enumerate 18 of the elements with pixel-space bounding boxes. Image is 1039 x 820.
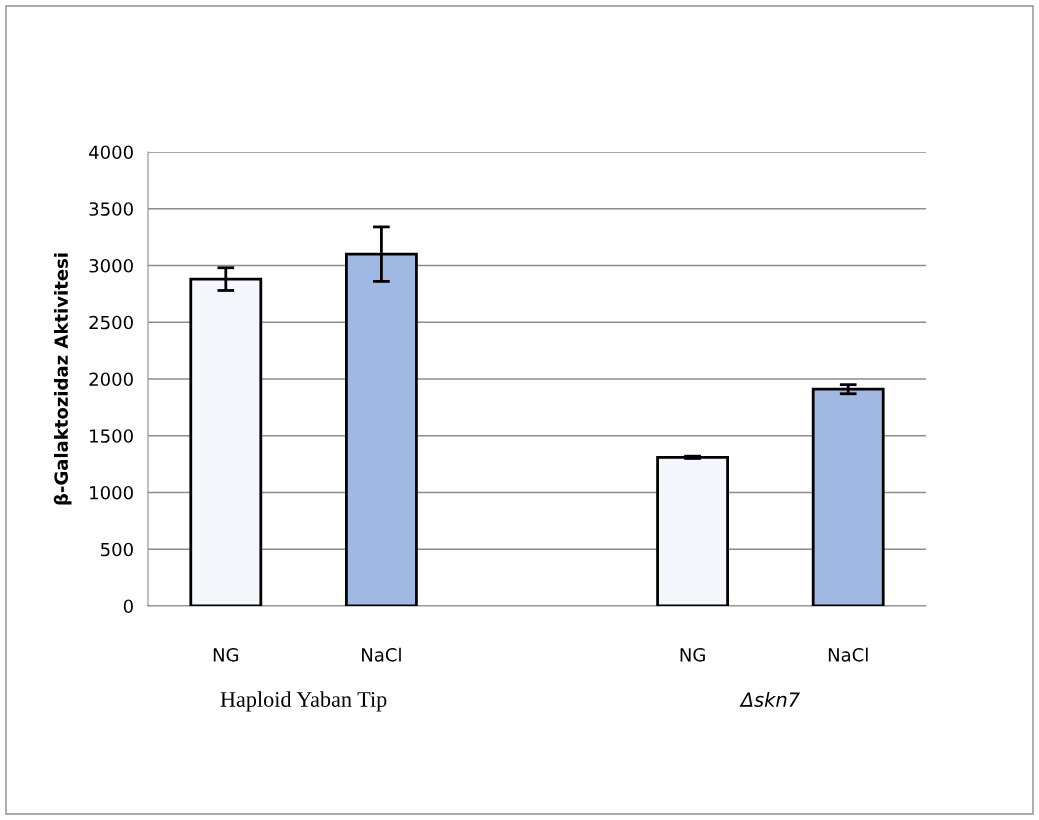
y-tick-label: 1000 bbox=[90, 485, 133, 500]
x-tick-label: NG bbox=[213, 647, 239, 662]
y-tick-label: 4000 bbox=[89, 145, 133, 160]
y-tick-label: 2000 bbox=[89, 372, 133, 387]
y-tick-label: 0 bbox=[123, 599, 133, 614]
y-axis-title: β-Galaktozidaz Aktivitesi bbox=[53, 253, 72, 505]
y-tick-label: 2500 bbox=[89, 315, 133, 330]
y-tick-label: 3000 bbox=[89, 258, 133, 273]
text: Δskn7 bbox=[739, 691, 800, 707]
bar bbox=[811, 387, 885, 606]
x-tick-label: NaCl bbox=[828, 647, 868, 662]
text: Haploid Yaban Tip bbox=[220, 691, 387, 712]
bar bbox=[656, 455, 729, 606]
x-tick-label: NG bbox=[680, 647, 705, 662]
y-tick-label: 500 bbox=[101, 542, 133, 557]
y-tick-label: 1500 bbox=[90, 429, 133, 443]
x-tick-label: NaCl bbox=[362, 647, 401, 662]
y-tick-label: 3500 bbox=[89, 202, 133, 216]
